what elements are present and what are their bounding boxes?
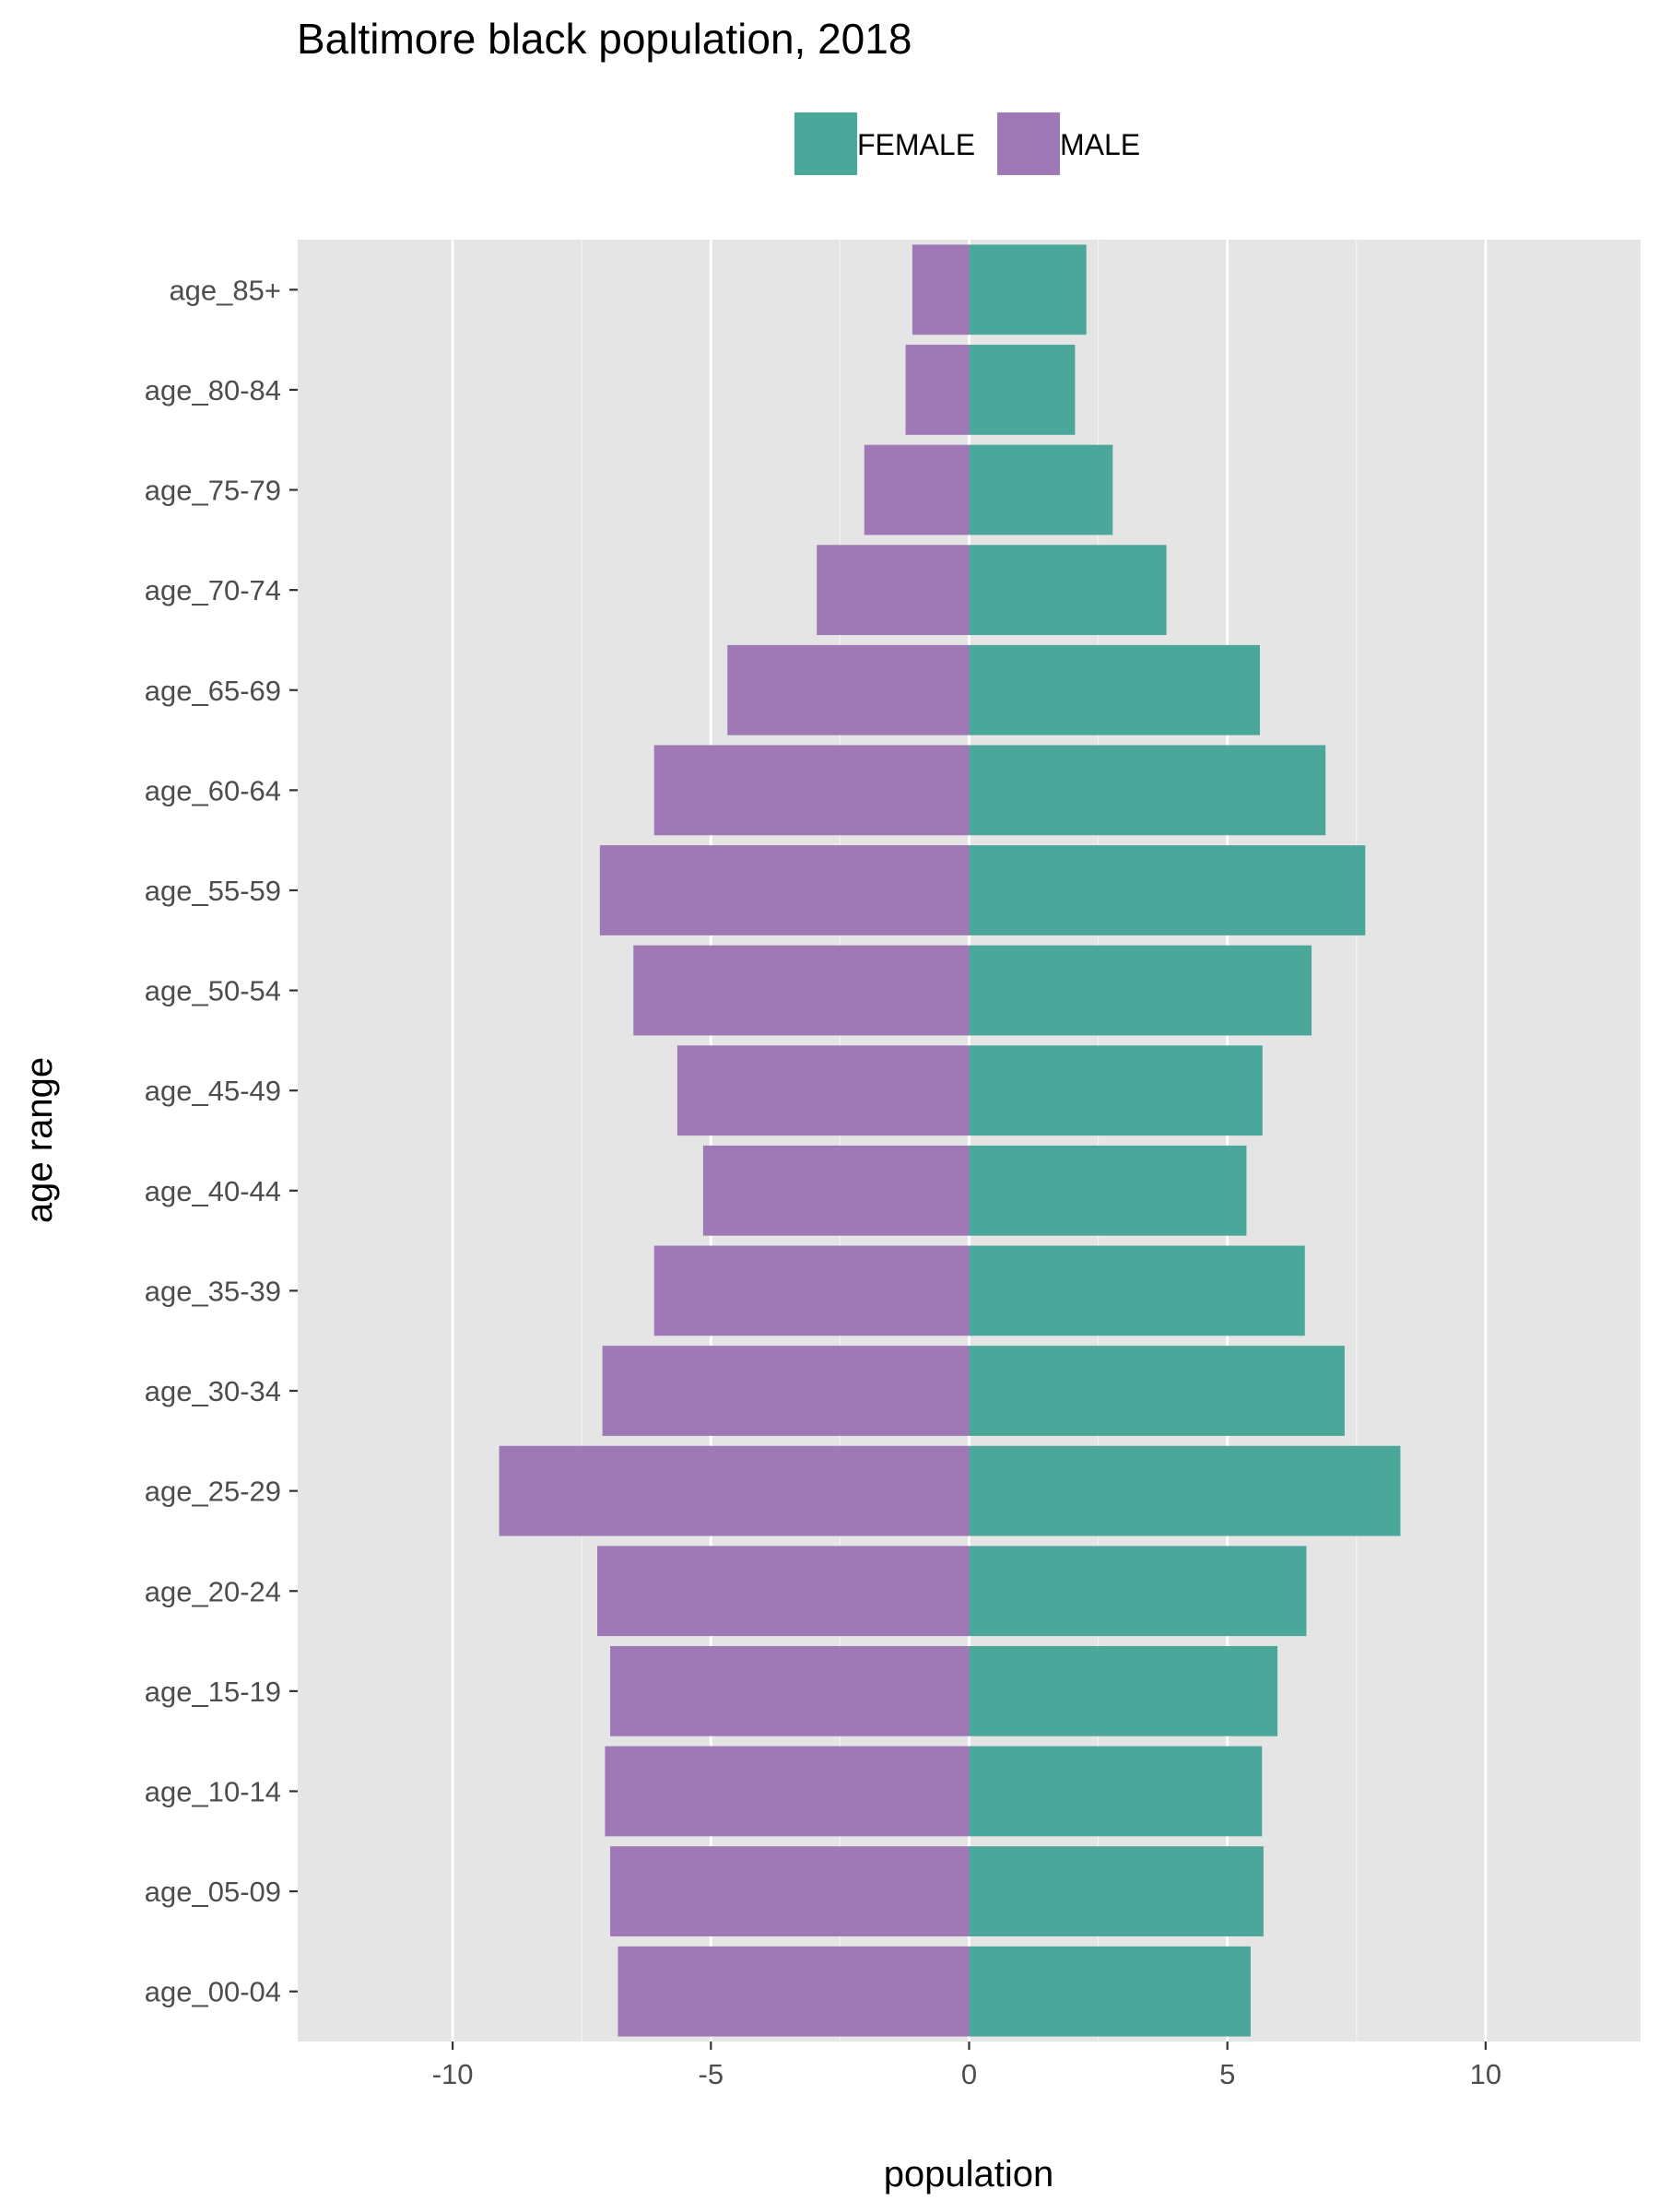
bar-female-age_15-19	[969, 1645, 1278, 1736]
bar-male-age_30-34	[602, 1346, 970, 1436]
y-tick-label: age_80-84	[145, 374, 281, 406]
bar-male-age_55-59	[599, 845, 970, 935]
bar-female-age_75-79	[969, 444, 1113, 535]
y-tick-label: age_05-09	[145, 1876, 281, 1908]
bar-male-age_45-49	[677, 1045, 970, 1136]
gridlines	[451, 240, 1488, 2041]
bar-female-age_60-64	[969, 745, 1326, 836]
y-tick-label: age_40-44	[145, 1175, 281, 1207]
y-tick-label: age_75-79	[145, 475, 281, 507]
y-tick-label: age_65-69	[145, 675, 281, 707]
bar-female-age_80-84	[969, 345, 1076, 435]
bar-male-age_35-39	[653, 1245, 970, 1336]
legend-label-female: FEMALE	[857, 128, 975, 161]
y-tick-label: age_50-54	[145, 975, 281, 1007]
x-tick-label: -5	[699, 2058, 724, 2090]
bar-female-age_85+	[969, 244, 1087, 335]
y-axis: age_00-04 age_05-09 age_10-14 age_15-19 age_…	[145, 274, 298, 2008]
bar-male-age_70-74	[817, 545, 970, 636]
y-tick-label: age_30-34	[145, 1375, 281, 1407]
y-tick-label: age_45-49	[145, 1075, 281, 1107]
bar-male-age_85+	[912, 244, 970, 335]
bar-female-age_05-09	[969, 1846, 1264, 1936]
bar-female-age_55-59	[969, 845, 1366, 935]
legend-label-male: MALE	[1060, 128, 1140, 161]
bar-male-age_80-84	[905, 345, 970, 435]
y-tick-label: age_70-74	[145, 574, 281, 606]
y-tick-label: age_15-19	[145, 1676, 281, 1708]
y-tick-label: age_10-14	[145, 1775, 281, 1807]
bar-male-age_50-54	[633, 945, 970, 1036]
bar-male-age_00-04	[618, 1946, 970, 2037]
bar-female-age_40-44	[969, 1145, 1247, 1236]
bar-female-age_20-24	[969, 1546, 1307, 1637]
chart-title: Baltimore black population, 2018	[297, 15, 912, 63]
legend-key-female	[794, 112, 857, 175]
bar-male-age_25-29	[499, 1445, 970, 1536]
bar-female-age_35-39	[969, 1245, 1305, 1336]
bar-female-age_00-04	[969, 1946, 1251, 2037]
bar-male-age_60-64	[653, 745, 970, 836]
bar-female-age_45-49	[969, 1045, 1263, 1136]
y-tick-label: age_25-29	[145, 1476, 281, 1508]
bar-male-age_10-14	[605, 1746, 970, 1837]
y-tick-label: age_85+	[169, 274, 281, 306]
x-tick-label: -10	[432, 2058, 474, 2090]
bar-male-age_20-24	[597, 1546, 970, 1637]
bar-male-age_15-19	[610, 1645, 970, 1736]
y-tick-label: age_55-59	[145, 875, 281, 907]
bar-female-age_30-34	[969, 1346, 1345, 1436]
bar-female-age_65-69	[969, 644, 1260, 735]
legend-key-male	[997, 112, 1060, 175]
y-tick-label: age_60-64	[145, 774, 281, 806]
bar-female-age_25-29	[969, 1445, 1401, 1536]
bar-female-age_10-14	[969, 1746, 1263, 1837]
bar-female-age_70-74	[969, 545, 1167, 636]
legend: FEMALE MALE	[794, 112, 1140, 175]
x-tick-label: 0	[961, 2058, 977, 2090]
x-tick-label: 5	[1219, 2058, 1235, 2090]
bar-female-age_50-54	[969, 945, 1312, 1036]
bar-male-age_40-44	[702, 1145, 970, 1236]
x-axis: -10 -5 0 5 10	[432, 2041, 1501, 2090]
bar-male-age_65-69	[727, 644, 970, 735]
y-tick-label: age_20-24	[145, 1575, 281, 1607]
bar-male-age_05-09	[610, 1846, 970, 1936]
bars	[499, 244, 1401, 2037]
y-tick-label: age_00-04	[145, 1976, 281, 2008]
bar-male-age_75-79	[864, 444, 970, 535]
x-tick-label: 10	[1470, 2058, 1501, 2090]
x-axis-label: population	[884, 2154, 1054, 2194]
y-tick-label: age_35-39	[145, 1275, 281, 1307]
y-axis-label: age range	[19, 1057, 60, 1223]
